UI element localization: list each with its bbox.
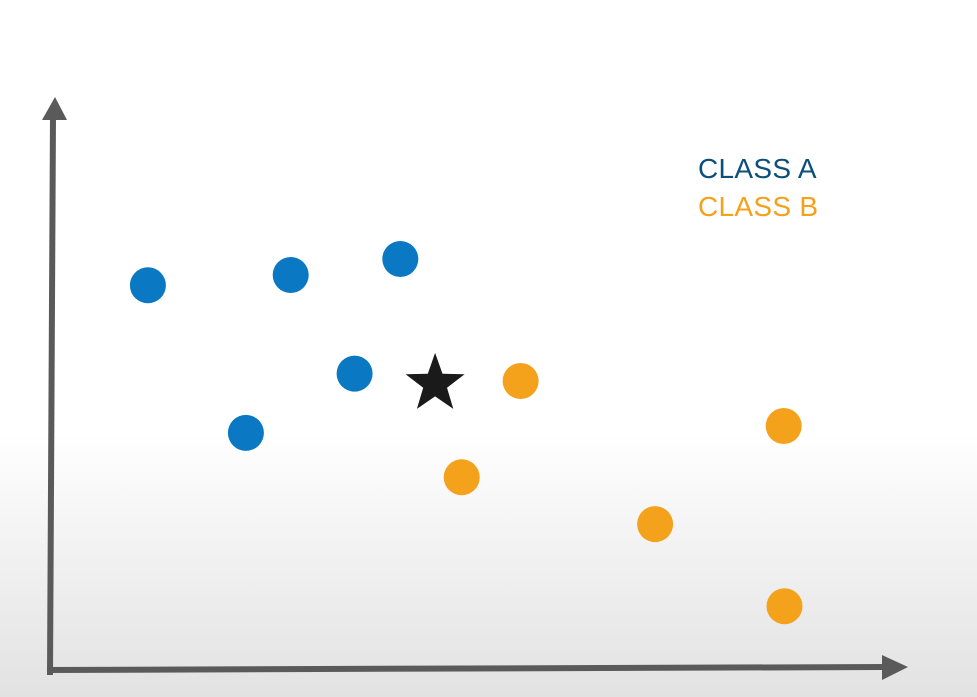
legend-class-b: CLASS B [698,191,819,222]
legend-class-a: CLASS A [698,153,817,184]
point-class-b-1 [502,363,539,399]
point-class-b-3 [637,506,674,543]
y-axis-arrowhead [42,97,67,120]
query-star-point [405,352,465,409]
point-class-a-4 [336,355,373,392]
y-axis [47,114,56,676]
legend: CLASS A CLASS B [698,150,818,226]
point-class-a-3 [382,241,419,277]
point-class-a-1 [129,267,166,304]
x-axis-arrowhead [882,655,908,680]
point-class-a-2 [272,257,309,293]
x-axis [46,664,886,673]
data-points [129,241,803,625]
point-class-a-5 [227,414,264,451]
point-class-b-4 [765,408,802,444]
point-class-b-5 [766,588,803,625]
point-class-b-2 [443,459,480,496]
axes [42,97,908,680]
